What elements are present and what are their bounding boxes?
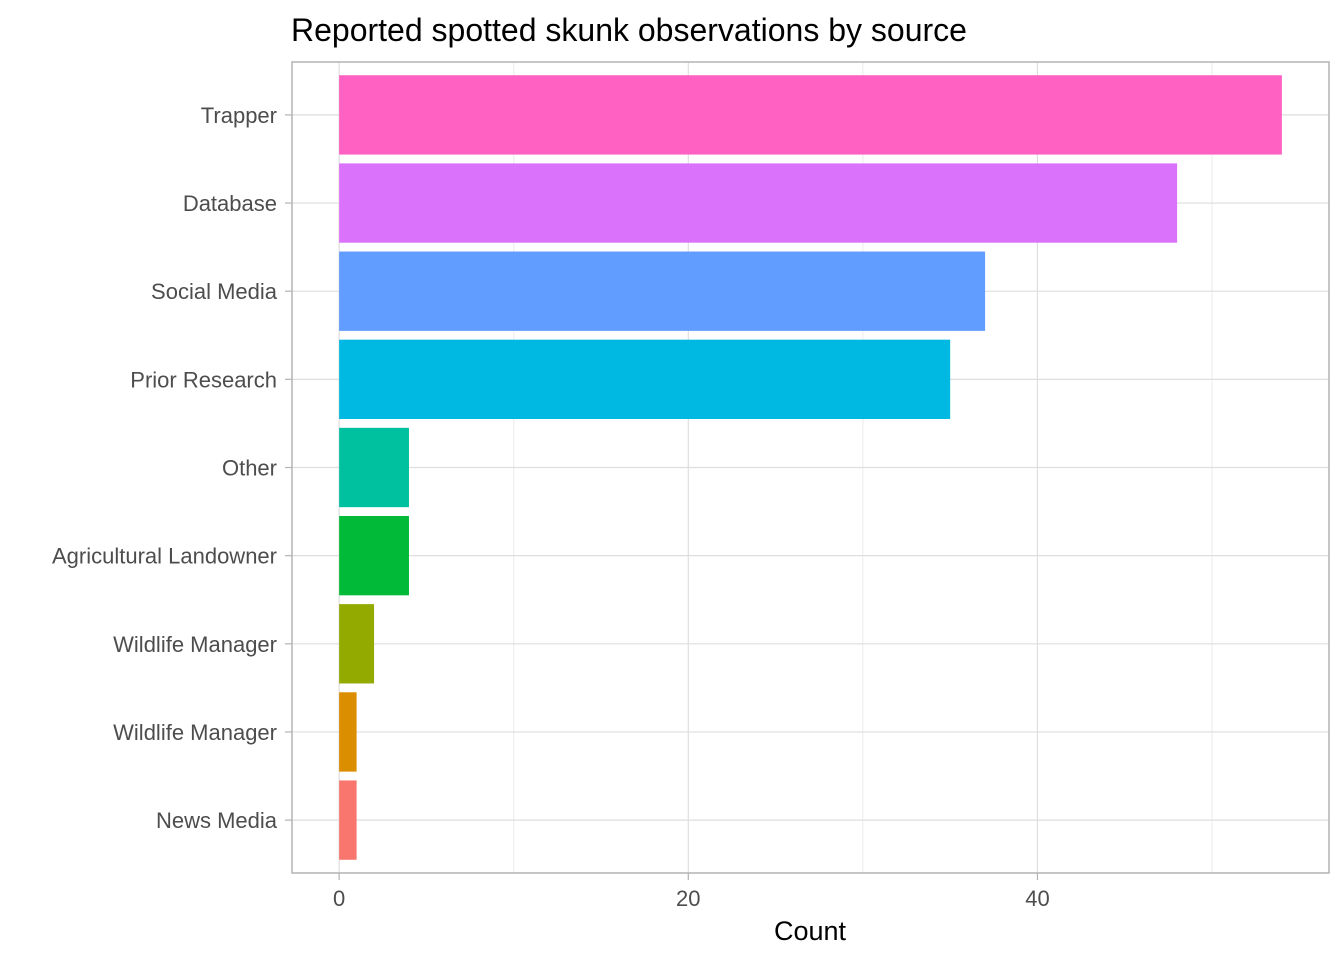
y-tick-label: Trapper	[201, 103, 277, 128]
bar-database	[339, 163, 1178, 243]
bar-other	[339, 427, 409, 508]
y-tick-label: Other	[222, 456, 277, 481]
bar-prior-research	[339, 339, 951, 420]
bar-wildlife-manager	[339, 604, 375, 684]
y-tick-label: News Media	[156, 808, 278, 833]
y-tick-label: Database	[183, 191, 277, 216]
chart-title: Reported spotted skunk observations by s…	[291, 12, 967, 48]
bars	[339, 75, 1282, 860]
y-tick-label: Wildlife Manager	[113, 720, 277, 745]
x-tick-label: 0	[333, 886, 345, 911]
y-tick-label: Wildlife Manager	[113, 632, 277, 657]
x-tick-label: 40	[1025, 886, 1049, 911]
bar-wildlife-manager	[339, 692, 357, 772]
x-axis-title: Count	[774, 916, 847, 946]
bar-agricultural-landowner	[339, 515, 409, 596]
bar-social-media	[339, 251, 986, 331]
x-tick-label: 20	[676, 886, 700, 911]
bar-news-media	[339, 780, 357, 860]
y-tick-label: Agricultural Landowner	[52, 544, 277, 569]
bar-trapper	[339, 75, 1282, 155]
y-tick-label: Social Media	[151, 279, 278, 304]
y-tick-label: Prior Research	[130, 367, 277, 392]
axes: News Media Wildlife Manager Wildlife Mana…	[52, 61, 1330, 911]
